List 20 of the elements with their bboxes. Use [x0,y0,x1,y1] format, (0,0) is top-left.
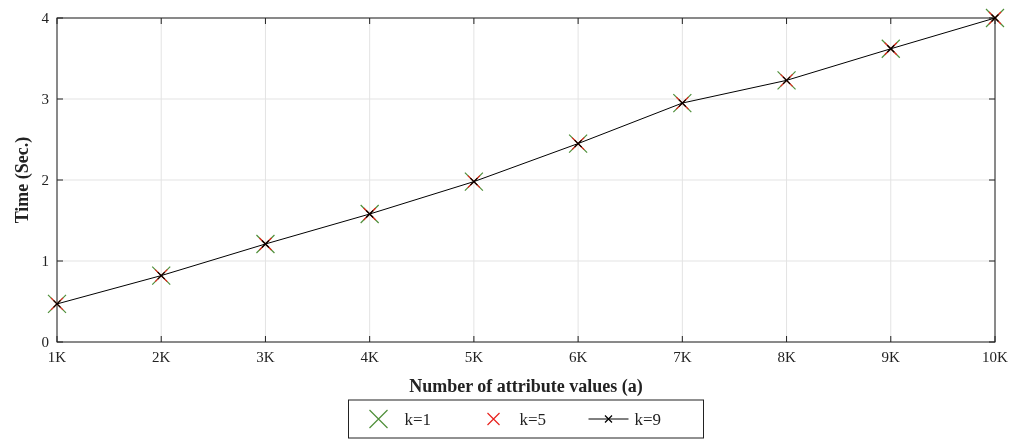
y-axis-title: Time (Sec.) [12,136,33,224]
x-tick-label: 7K [673,349,692,365]
x-tick-label: 10K [982,349,1009,365]
legend-label: k=1 [404,410,432,429]
x-tick-label: 5K [464,349,484,365]
y-tick-label: 0 [41,334,49,350]
y-tick-label: 2 [41,172,49,188]
legend-label: k=5 [519,410,547,429]
x-tick-label: 6K [568,349,588,365]
x-tick-label: 8K [777,349,796,365]
y-tick-label: 3 [41,91,49,107]
x-tick-label: 4K [360,349,379,365]
x-tick-label: 1K [47,349,67,365]
x-tick-label: 9K [881,349,901,365]
y-tick-label: 4 [41,10,50,26]
x-tick-label: 3K [256,349,275,365]
x-tick-label: 2K [152,349,171,365]
y-tick-label: 1 [41,253,49,269]
x-axis-title: Number of attribute values (a) [409,376,643,397]
legend-label: k=9 [634,410,662,429]
